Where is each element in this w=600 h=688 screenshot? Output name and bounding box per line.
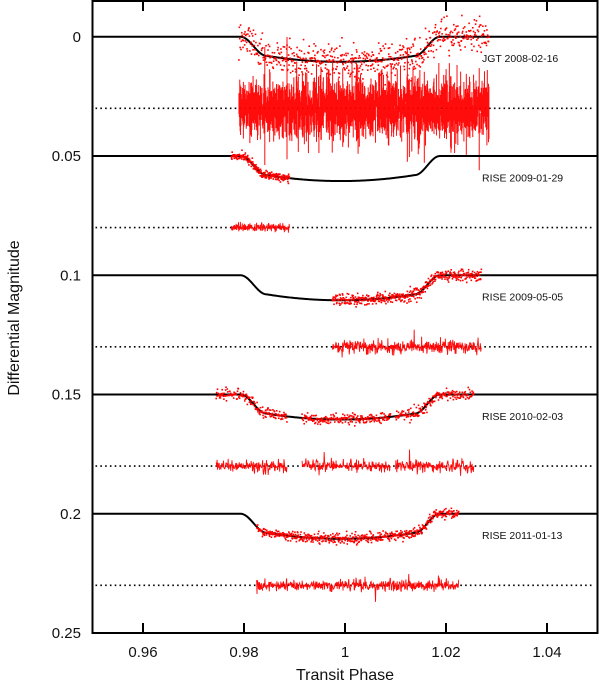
y-tick-label: 0.15 <box>52 387 81 404</box>
x-tick-label: 1.02 <box>431 644 460 661</box>
transit-model-curve <box>92 35 598 63</box>
residuals <box>230 221 290 233</box>
y-tick-label: 0.05 <box>52 148 81 165</box>
series-labels: JGT 2008-02-16 RISE 2009-01-29 RISE 2009-0… <box>482 53 563 542</box>
plot-area <box>92 14 598 602</box>
x-tick-label: 0.98 <box>229 644 258 661</box>
x-axis-title: Transit Phase <box>296 667 394 684</box>
y-tick-label: 0.2 <box>60 506 81 523</box>
series-rise-2009-01-29 <box>92 149 598 233</box>
photometry-points <box>230 149 291 185</box>
series-rise-2010-02-03 <box>92 386 598 476</box>
y-tick-label: 0.25 <box>52 625 81 642</box>
x-tick-label: 1.04 <box>532 644 561 661</box>
transit-model-curve <box>92 155 598 183</box>
photometry-points <box>331 268 483 308</box>
transit-model-curve <box>92 393 598 421</box>
photometry-points <box>255 507 460 546</box>
photometry-points <box>238 14 490 86</box>
x-tick-label: 0.96 <box>128 644 157 661</box>
series-rise-2009-05-05 <box>92 268 598 358</box>
residuals <box>331 329 482 358</box>
series-label: JGT 2008-02-16 <box>482 53 558 65</box>
series-label: RISE 2009-01-29 <box>482 172 563 184</box>
y-tick-label: 0 <box>73 29 81 46</box>
residuals <box>238 37 490 171</box>
series-rise-2011-01-13 <box>92 507 598 602</box>
x-tick-label: 1 <box>341 644 349 661</box>
residuals <box>215 449 475 476</box>
series-label: RISE 2009-05-05 <box>482 292 563 304</box>
series-label: RISE 2011-01-13 <box>482 530 563 542</box>
series-jgt-2008-02-16 <box>92 14 598 171</box>
residuals <box>256 573 460 602</box>
axis-ticks: 0.96 0.98 1 1.02 1.04 0 0.05 0.1 0.15 0.2 0.25 <box>52 1 562 661</box>
y-tick-label: 0.1 <box>60 267 81 284</box>
series-label: RISE 2010-02-03 <box>482 411 563 423</box>
photometry-points <box>215 386 475 427</box>
y-axis-title: Differential Magnitude <box>6 240 23 395</box>
